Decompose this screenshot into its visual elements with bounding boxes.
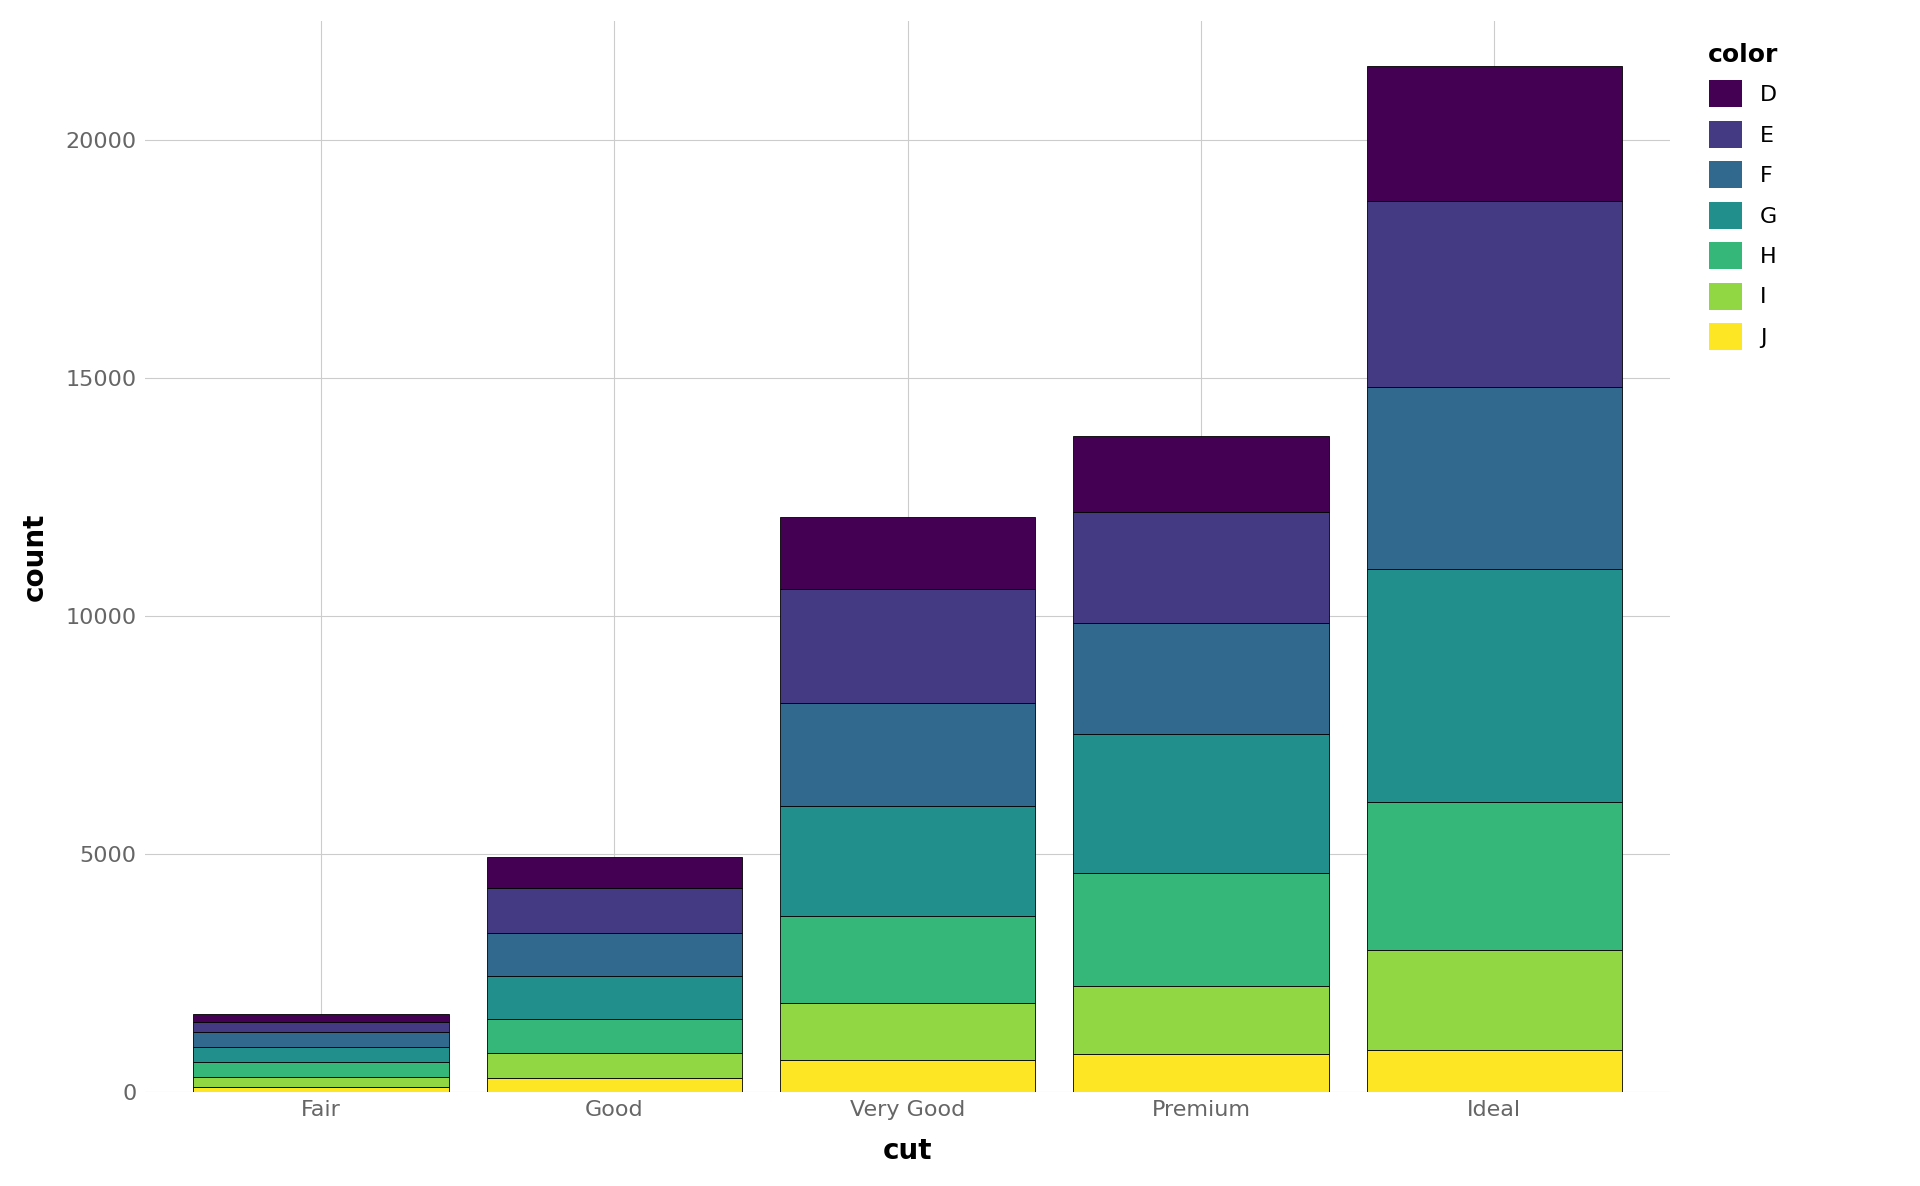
Bar xyxy=(1367,802,1622,950)
Bar xyxy=(486,1019,741,1053)
Bar xyxy=(486,976,741,1019)
Bar xyxy=(780,916,1035,1002)
X-axis label: cut: cut xyxy=(883,1137,933,1165)
Bar xyxy=(1367,1050,1622,1092)
Bar xyxy=(486,1078,741,1092)
Bar xyxy=(486,932,741,976)
Bar xyxy=(1073,435,1329,512)
Bar xyxy=(780,806,1035,916)
Bar xyxy=(1073,623,1329,734)
Bar xyxy=(1367,200,1622,387)
Legend: D, E, F, G, H, I, J: D, E, F, G, H, I, J xyxy=(1697,32,1789,362)
Bar xyxy=(194,1063,449,1077)
Bar xyxy=(780,589,1035,703)
Bar xyxy=(780,1002,1035,1060)
Bar xyxy=(194,1014,449,1021)
Bar xyxy=(194,1047,449,1063)
Bar xyxy=(486,1053,741,1078)
Y-axis label: count: count xyxy=(21,512,48,600)
Bar xyxy=(1367,66,1622,200)
Bar xyxy=(780,1060,1035,1092)
Bar xyxy=(780,703,1035,806)
Bar xyxy=(1073,512,1329,623)
Bar xyxy=(1073,1053,1329,1092)
Bar xyxy=(1367,387,1622,569)
Bar xyxy=(780,517,1035,589)
Bar xyxy=(194,1032,449,1047)
Bar xyxy=(194,1021,449,1032)
Bar xyxy=(1367,950,1622,1050)
Bar xyxy=(194,1086,449,1092)
Bar xyxy=(486,888,741,932)
Bar xyxy=(1073,873,1329,986)
Bar xyxy=(486,856,741,888)
Bar xyxy=(1073,734,1329,873)
Bar xyxy=(1367,569,1622,802)
Bar xyxy=(194,1077,449,1086)
Bar xyxy=(1073,986,1329,1053)
